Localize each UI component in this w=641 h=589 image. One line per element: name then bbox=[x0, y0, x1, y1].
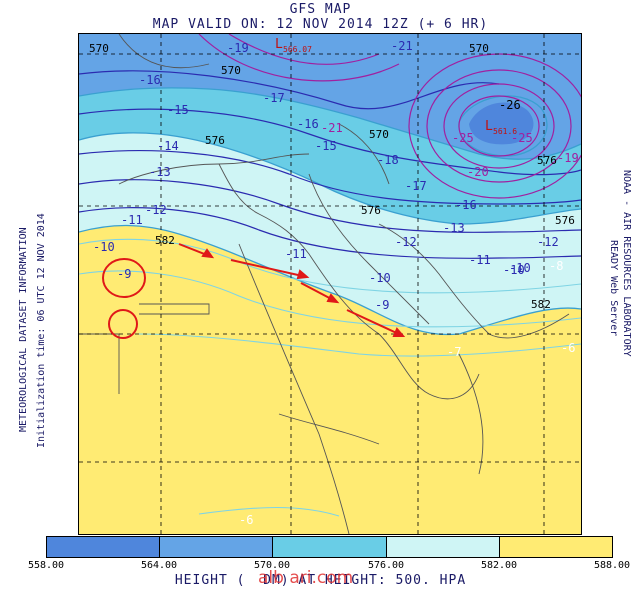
colorbar-segment bbox=[47, 537, 161, 557]
dataset-info-label: METEOROLOGICAL DATASET INFORMATION bbox=[18, 227, 29, 432]
temperature-label: -10 bbox=[93, 240, 115, 254]
server-label: READY Web Server bbox=[608, 240, 619, 337]
temperature-label: -25 bbox=[511, 131, 533, 145]
temperature-label: -8 bbox=[549, 259, 563, 273]
lat-lon-grid bbox=[79, 34, 581, 534]
colorbar-tick: 576.00 bbox=[367, 560, 405, 571]
arrow-4-head bbox=[392, 327, 406, 337]
temperature-label: -12 bbox=[537, 235, 559, 249]
temperature-label: -9 bbox=[117, 267, 131, 281]
low-pressure-value: 561.6 bbox=[493, 127, 517, 136]
temperature-label: -13 bbox=[443, 221, 465, 235]
temperature-label: -16 bbox=[455, 198, 477, 212]
temperature-label: -11 bbox=[121, 213, 143, 227]
temperature-labels: -19 -21-16-17-15-14-16-15-13-12-11-10-9-1… bbox=[93, 39, 579, 527]
temperature-label: -6 bbox=[239, 513, 253, 527]
colorbar-tick: 588.00 bbox=[593, 560, 631, 571]
temperature-label: -14 bbox=[157, 139, 179, 153]
temperature-label: -16 bbox=[297, 117, 319, 131]
temperature-label: -12 bbox=[395, 235, 417, 249]
temperature-label: -10 bbox=[503, 263, 525, 277]
temperature-label: -17 bbox=[405, 179, 427, 193]
low-labels: L 566.07L 561.6 bbox=[275, 37, 517, 136]
init-time-label: Initialization time: 06 UTC 12 NOV 2014 bbox=[36, 213, 47, 448]
temperature-label: -18 bbox=[377, 153, 399, 167]
height-colorbar bbox=[46, 536, 613, 558]
colorbar-segment bbox=[273, 537, 387, 557]
isotherms bbox=[79, 70, 581, 259]
annotation-arrows bbox=[178, 243, 406, 337]
colorbar-tick: 582.00 bbox=[480, 560, 518, 571]
temperature-label: -19 bbox=[227, 41, 249, 55]
height-label: 570 bbox=[469, 42, 489, 55]
height-label: 570 bbox=[221, 64, 241, 77]
height-label: 576 bbox=[537, 154, 557, 167]
height-label: 582 bbox=[155, 234, 175, 247]
arrow-2-head bbox=[296, 269, 310, 280]
colorbar-tick: 570.00 bbox=[253, 560, 291, 571]
arrow-2 bbox=[230, 259, 308, 278]
temperature-label: -17 bbox=[263, 91, 285, 105]
map-valid-time: MAP VALID ON: 12 NOV 2014 12Z (+ 6 HR) bbox=[152, 17, 489, 32]
annotation-circles bbox=[102, 258, 146, 339]
weather-map: -19 -21 -16 -17 -15 -14 -16 -15 -13 -12 -11 -10 -9 -1… bbox=[78, 33, 582, 535]
temperature-label: -10 bbox=[509, 261, 531, 275]
temperature-label: -25 bbox=[452, 131, 474, 145]
band-558-564-low bbox=[469, 102, 534, 145]
temperature-label: -7 bbox=[447, 345, 461, 359]
temperature-label: -11 bbox=[469, 253, 491, 267]
colorbar-segment bbox=[386, 537, 500, 557]
temperature-label: -15 bbox=[315, 139, 337, 153]
circle-1 bbox=[102, 258, 146, 298]
temperature-label: -16 bbox=[139, 73, 161, 87]
height-label: 576 bbox=[205, 134, 225, 147]
temperature-label: -6 bbox=[561, 341, 575, 355]
temperature-label: -19 bbox=[557, 151, 579, 165]
arrow-4 bbox=[346, 309, 404, 337]
circle-2 bbox=[108, 309, 138, 339]
temperature-label: -12 bbox=[145, 203, 167, 217]
colorbar-segment bbox=[160, 537, 274, 557]
map-title: GFS MAP bbox=[289, 2, 352, 17]
map-caption: HEIGHT ( DM) AT HEIGHT: 500. HPA bbox=[174, 573, 467, 588]
height-label: 582 bbox=[531, 298, 551, 311]
colorbar-segment bbox=[499, 537, 613, 557]
temperature-label: -9 bbox=[375, 298, 389, 312]
temperature-label: -15 bbox=[167, 103, 189, 117]
temperature-label: -26 bbox=[499, 98, 521, 112]
temperature-label: -21 bbox=[321, 121, 343, 135]
watermark: alb ari.com bbox=[258, 568, 354, 588]
low-pressure-value: 566.07 bbox=[283, 45, 312, 54]
colorbar-tick: 558.00 bbox=[27, 560, 65, 571]
agency-label: NOAA - AIR RESOURCES LABORATORY bbox=[621, 170, 632, 357]
arrow-1-head bbox=[201, 248, 215, 259]
weather-map-canvas: -19 -21-16-17-15-14-16-15-13-12-11-10-9-1… bbox=[79, 34, 581, 534]
height-label: 570 bbox=[369, 128, 389, 141]
temperature-label: -11 bbox=[285, 247, 307, 261]
temperature-label: -20 bbox=[467, 165, 489, 179]
colorbar-tick: 564.00 bbox=[140, 560, 178, 571]
height-labels: 570 570 576 570 570 576 576 582 582 576 bbox=[89, 42, 575, 311]
arrow-3-head bbox=[326, 293, 340, 304]
low-pressure-marker: L bbox=[275, 37, 283, 52]
height-label: 570 bbox=[89, 42, 109, 55]
low-pressure-marker: L bbox=[485, 119, 493, 134]
temperature-label: -10 bbox=[369, 271, 391, 285]
temperature-label: -13 bbox=[149, 165, 171, 179]
temperature-label: -21 bbox=[391, 39, 413, 53]
height-label: 576 bbox=[555, 214, 575, 227]
height-label: 576 bbox=[361, 204, 381, 217]
